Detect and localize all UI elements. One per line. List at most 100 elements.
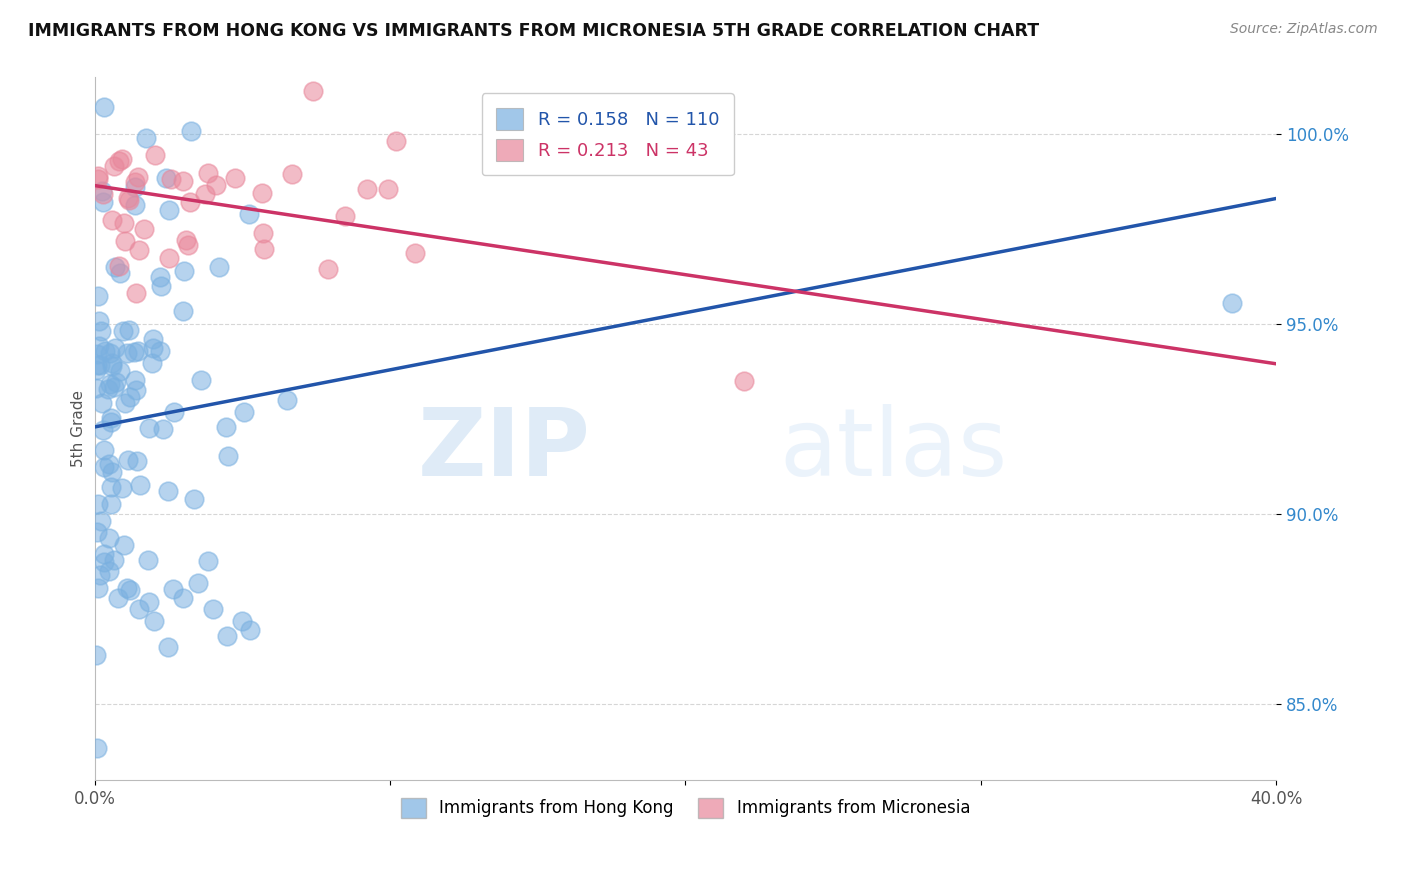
Immigrants from Hong Kong — [1250, 44, 1272, 58]
Immigrants from Hong Kong — [111, 324, 134, 338]
Immigrants from Micronesia — [157, 251, 180, 265]
Immigrants from Micronesia — [224, 170, 246, 185]
Immigrants from Hong Kong — [84, 381, 107, 395]
Text: Source: ZipAtlas.com: Source: ZipAtlas.com — [1230, 22, 1378, 37]
Immigrants from Hong Kong — [141, 342, 163, 356]
Immigrants from Hong Kong — [107, 591, 129, 605]
Text: ZIP: ZIP — [418, 404, 591, 496]
Immigrants from Micronesia — [91, 186, 114, 201]
Immigrants from Micronesia — [194, 186, 217, 201]
Immigrants from Hong Kong — [84, 363, 107, 377]
Immigrants from Hong Kong — [105, 375, 128, 389]
Immigrants from Hong Kong — [125, 384, 148, 398]
Immigrants from Hong Kong — [86, 524, 108, 539]
Immigrants from Hong Kong — [124, 198, 146, 212]
Immigrants from Micronesia — [127, 169, 149, 184]
Immigrants from Micronesia — [404, 245, 426, 260]
Immigrants from Hong Kong — [232, 405, 254, 419]
Immigrants from Hong Kong — [115, 346, 138, 360]
Immigrants from Micronesia — [117, 191, 139, 205]
Immigrants from Micronesia — [252, 226, 274, 240]
Immigrants from Hong Kong — [98, 377, 121, 392]
Immigrants from Hong Kong — [141, 356, 163, 370]
Immigrants from Hong Kong — [172, 591, 194, 605]
Immigrants from Micronesia — [124, 175, 146, 189]
Immigrants from Hong Kong — [124, 373, 146, 387]
Immigrants from Hong Kong — [117, 452, 139, 467]
Immigrants from Hong Kong — [100, 497, 122, 511]
Immigrants from Hong Kong — [87, 288, 110, 302]
Immigrants from Hong Kong — [91, 396, 114, 410]
Immigrants from Hong Kong — [112, 538, 135, 552]
Immigrants from Hong Kong — [103, 380, 125, 394]
Immigrants from Micronesia — [385, 135, 408, 149]
Immigrants from Hong Kong — [149, 278, 172, 293]
Immigrants from Micronesia — [253, 242, 276, 256]
Immigrants from Hong Kong — [118, 583, 141, 598]
Immigrants from Micronesia — [143, 148, 166, 162]
Immigrants from Micronesia — [205, 178, 228, 192]
Immigrants from Micronesia — [108, 153, 131, 168]
Immigrants from Hong Kong — [173, 264, 195, 278]
Immigrants from Micronesia — [302, 84, 325, 98]
Immigrants from Hong Kong — [110, 364, 132, 378]
Immigrants from Hong Kong — [89, 567, 111, 582]
Immigrants from Hong Kong — [197, 554, 219, 568]
Immigrants from Hong Kong — [136, 553, 159, 567]
Immigrants from Micronesia — [172, 174, 194, 188]
Immigrants from Hong Kong — [208, 260, 231, 275]
Immigrants from Hong Kong — [124, 345, 146, 359]
Immigrants from Hong Kong — [100, 415, 122, 429]
Immigrants from Micronesia — [86, 169, 108, 183]
Immigrants from Micronesia — [159, 172, 181, 186]
Immigrants from Micronesia — [281, 167, 304, 181]
Immigrants from Hong Kong — [93, 100, 115, 114]
Immigrants from Hong Kong — [155, 171, 177, 186]
Immigrants from Hong Kong — [98, 565, 121, 579]
Immigrants from Hong Kong — [110, 481, 132, 495]
Immigrants from Hong Kong — [89, 358, 111, 372]
Immigrants from Hong Kong — [217, 449, 239, 463]
Immigrants from Micronesia — [377, 181, 399, 195]
Immigrants from Hong Kong — [103, 553, 125, 567]
Immigrants from Hong Kong — [127, 344, 149, 359]
Immigrants from Micronesia — [112, 216, 135, 230]
Immigrants from Micronesia — [179, 194, 201, 209]
Immigrants from Hong Kong — [231, 614, 253, 628]
Immigrants from Micronesia — [733, 375, 755, 389]
Immigrants from Micronesia — [107, 259, 129, 273]
Immigrants from Hong Kong — [162, 582, 184, 596]
Immigrants from Hong Kong — [86, 346, 108, 360]
Immigrants from Hong Kong — [156, 483, 179, 498]
Immigrants from Micronesia — [103, 159, 125, 173]
Immigrants from Hong Kong — [90, 324, 112, 338]
Immigrants from Hong Kong — [115, 581, 138, 595]
Text: IMMIGRANTS FROM HONG KONG VS IMMIGRANTS FROM MICRONESIA 5TH GRADE CORRELATION CH: IMMIGRANTS FROM HONG KONG VS IMMIGRANTS … — [28, 22, 1039, 40]
Immigrants from Hong Kong — [128, 478, 150, 492]
Immigrants from Hong Kong — [84, 648, 107, 662]
Immigrants from Micronesia — [145, 52, 167, 66]
Immigrants from Hong Kong — [180, 123, 202, 137]
Immigrants from Micronesia — [176, 237, 198, 252]
Immigrants from Hong Kong — [201, 602, 224, 616]
Immigrants from Hong Kong — [87, 497, 110, 511]
Immigrants from Hong Kong — [91, 184, 114, 198]
Immigrants from Hong Kong — [125, 454, 148, 468]
Immigrants from Hong Kong — [118, 323, 141, 337]
Immigrants from Hong Kong — [152, 422, 174, 436]
Immigrants from Hong Kong — [90, 514, 112, 528]
Immigrants from Micronesia — [114, 234, 136, 248]
Immigrants from Hong Kong — [239, 623, 262, 637]
Immigrants from Hong Kong — [217, 629, 239, 643]
Immigrants from Hong Kong — [149, 344, 172, 359]
Immigrants from Hong Kong — [86, 358, 108, 372]
Immigrants from Hong Kong — [108, 266, 131, 280]
Immigrants from Micronesia — [176, 233, 198, 247]
Immigrants from Hong Kong — [142, 614, 165, 628]
Immigrants from Hong Kong — [138, 595, 160, 609]
Immigrants from Hong Kong — [91, 423, 114, 437]
Immigrants from Hong Kong — [94, 343, 117, 358]
Immigrants from Hong Kong — [98, 532, 121, 546]
Immigrants from Micronesia — [132, 221, 155, 235]
Immigrants from Hong Kong — [238, 206, 260, 220]
